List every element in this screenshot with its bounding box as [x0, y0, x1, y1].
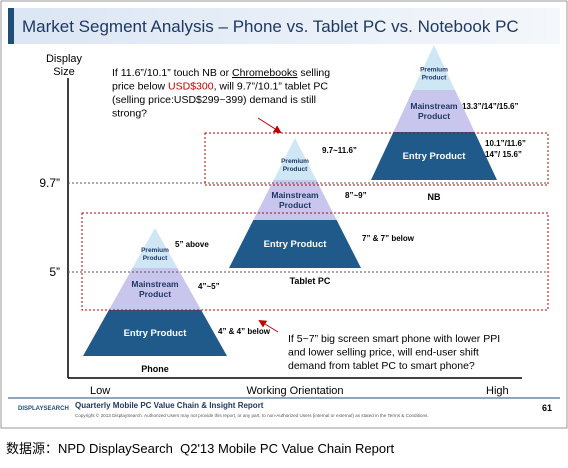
size-label: 13.3”/14”/15.6”: [462, 102, 518, 111]
y-tick-label: 5”: [49, 265, 60, 279]
size-label: 10.1”/11.6”: [485, 139, 526, 148]
pyramid-layer: [132, 228, 178, 268]
layer-label: Premium: [281, 158, 309, 165]
note-line: demand from tablet PC to smart phone?: [288, 360, 475, 372]
size-label: 9.7~11.6”: [322, 146, 357, 155]
note-text: demand from tablet PC to smart phone?: [288, 360, 475, 372]
size-label: 8”~9”: [345, 191, 367, 200]
source-caption: 数据源：NPD DisplaySearch Q2'13 Mobile PC Va…: [6, 441, 394, 456]
layer-label: Entry Product: [403, 151, 467, 162]
segment-name: Phone: [141, 364, 169, 374]
pyramid-layer: [83, 310, 227, 356]
x-high: High: [486, 385, 509, 397]
layer-label: Product: [422, 75, 447, 82]
note-line: and lower selling price, will end-user s…: [288, 347, 479, 359]
note-text: price below: [112, 81, 168, 93]
footer-logo: DISPLAYSEARCH: [18, 406, 69, 412]
layer-label: Mainstream: [271, 190, 319, 200]
layer-label: Entry Product: [264, 239, 328, 250]
y-axis-label: Size: [53, 66, 74, 78]
x-low: Low: [90, 385, 110, 397]
layer-label: Product: [418, 111, 450, 121]
x-axis-label: Working Orientation: [246, 385, 343, 397]
note-text: Chromebooks: [232, 67, 297, 79]
pyramid-layer: [371, 132, 497, 180]
arrow: [257, 117, 282, 134]
pyramid-layer: [108, 268, 202, 310]
note-text: USD$300: [168, 81, 214, 93]
highlight-box: [81, 212, 549, 311]
y-axis-label: Display: [46, 53, 83, 65]
size-label: 14”/ 15.6”: [485, 150, 522, 159]
note-text: , will 9.7”/10.1” tablet PC: [214, 81, 329, 93]
layer-label: Premium: [420, 67, 448, 74]
page-number: 61: [542, 403, 552, 413]
size-label: 4”~5”: [198, 282, 220, 291]
title-accent: [8, 8, 14, 44]
note-text: If 11.6”/10.1” touch NB or: [112, 67, 232, 79]
segment-name: Tablet PC: [290, 276, 331, 286]
note-text: If 5~7” big screen smart phone with lowe…: [288, 333, 500, 345]
pyramid-layer: [413, 45, 455, 90]
note-text: (selling price:USD$299~399) demand is st…: [112, 94, 316, 106]
layer-label: Mainstream: [131, 279, 179, 289]
pyramid-layer: [253, 180, 337, 220]
note-line: If 5~7” big screen smart phone with lowe…: [288, 333, 500, 345]
footer-report: Quarterly Mobile PC Value Chain & Insigh…: [75, 401, 264, 410]
note-line: strong?: [112, 108, 147, 120]
layer-label: Premium: [141, 247, 169, 254]
layer-label: Product: [283, 166, 308, 173]
pyramid-layer: [393, 90, 475, 132]
pyramid-layer: [229, 220, 361, 268]
title: Market Segment Analysis – Phone vs. Tabl…: [22, 17, 519, 36]
highlight-box: [204, 132, 549, 186]
size-label: 4” & 4” below: [218, 327, 271, 336]
layer-label: Mainstream: [410, 101, 458, 111]
layer-label: Entry Product: [124, 328, 188, 339]
note-text: and lower selling price, will end-user s…: [288, 347, 479, 359]
note-line: If 11.6”/10.1” touch NB or Chromebooks s…: [112, 67, 330, 79]
arrow: [258, 319, 279, 333]
note-text: selling: [297, 67, 330, 79]
note-line: (selling price:USD$299~399) demand is st…: [112, 94, 316, 106]
footer-copyright: Copyright © 2013 DisplaySearch. Authoriz…: [75, 412, 429, 418]
title-bar: [8, 8, 560, 44]
segment-name: NB: [428, 192, 441, 202]
y-tick-label: 9.7”: [39, 176, 60, 190]
layer-label: Product: [279, 200, 311, 210]
size-label: 5” above: [175, 240, 209, 249]
layer-label: Product: [139, 289, 171, 299]
pyramid-layer: [273, 138, 317, 180]
size-label: 7” & 7” below: [362, 234, 415, 243]
note-text: strong?: [112, 108, 147, 120]
layer-label: Product: [143, 255, 168, 262]
note-line: price below USD$300, will 9.7”/10.1” tab…: [112, 81, 328, 93]
